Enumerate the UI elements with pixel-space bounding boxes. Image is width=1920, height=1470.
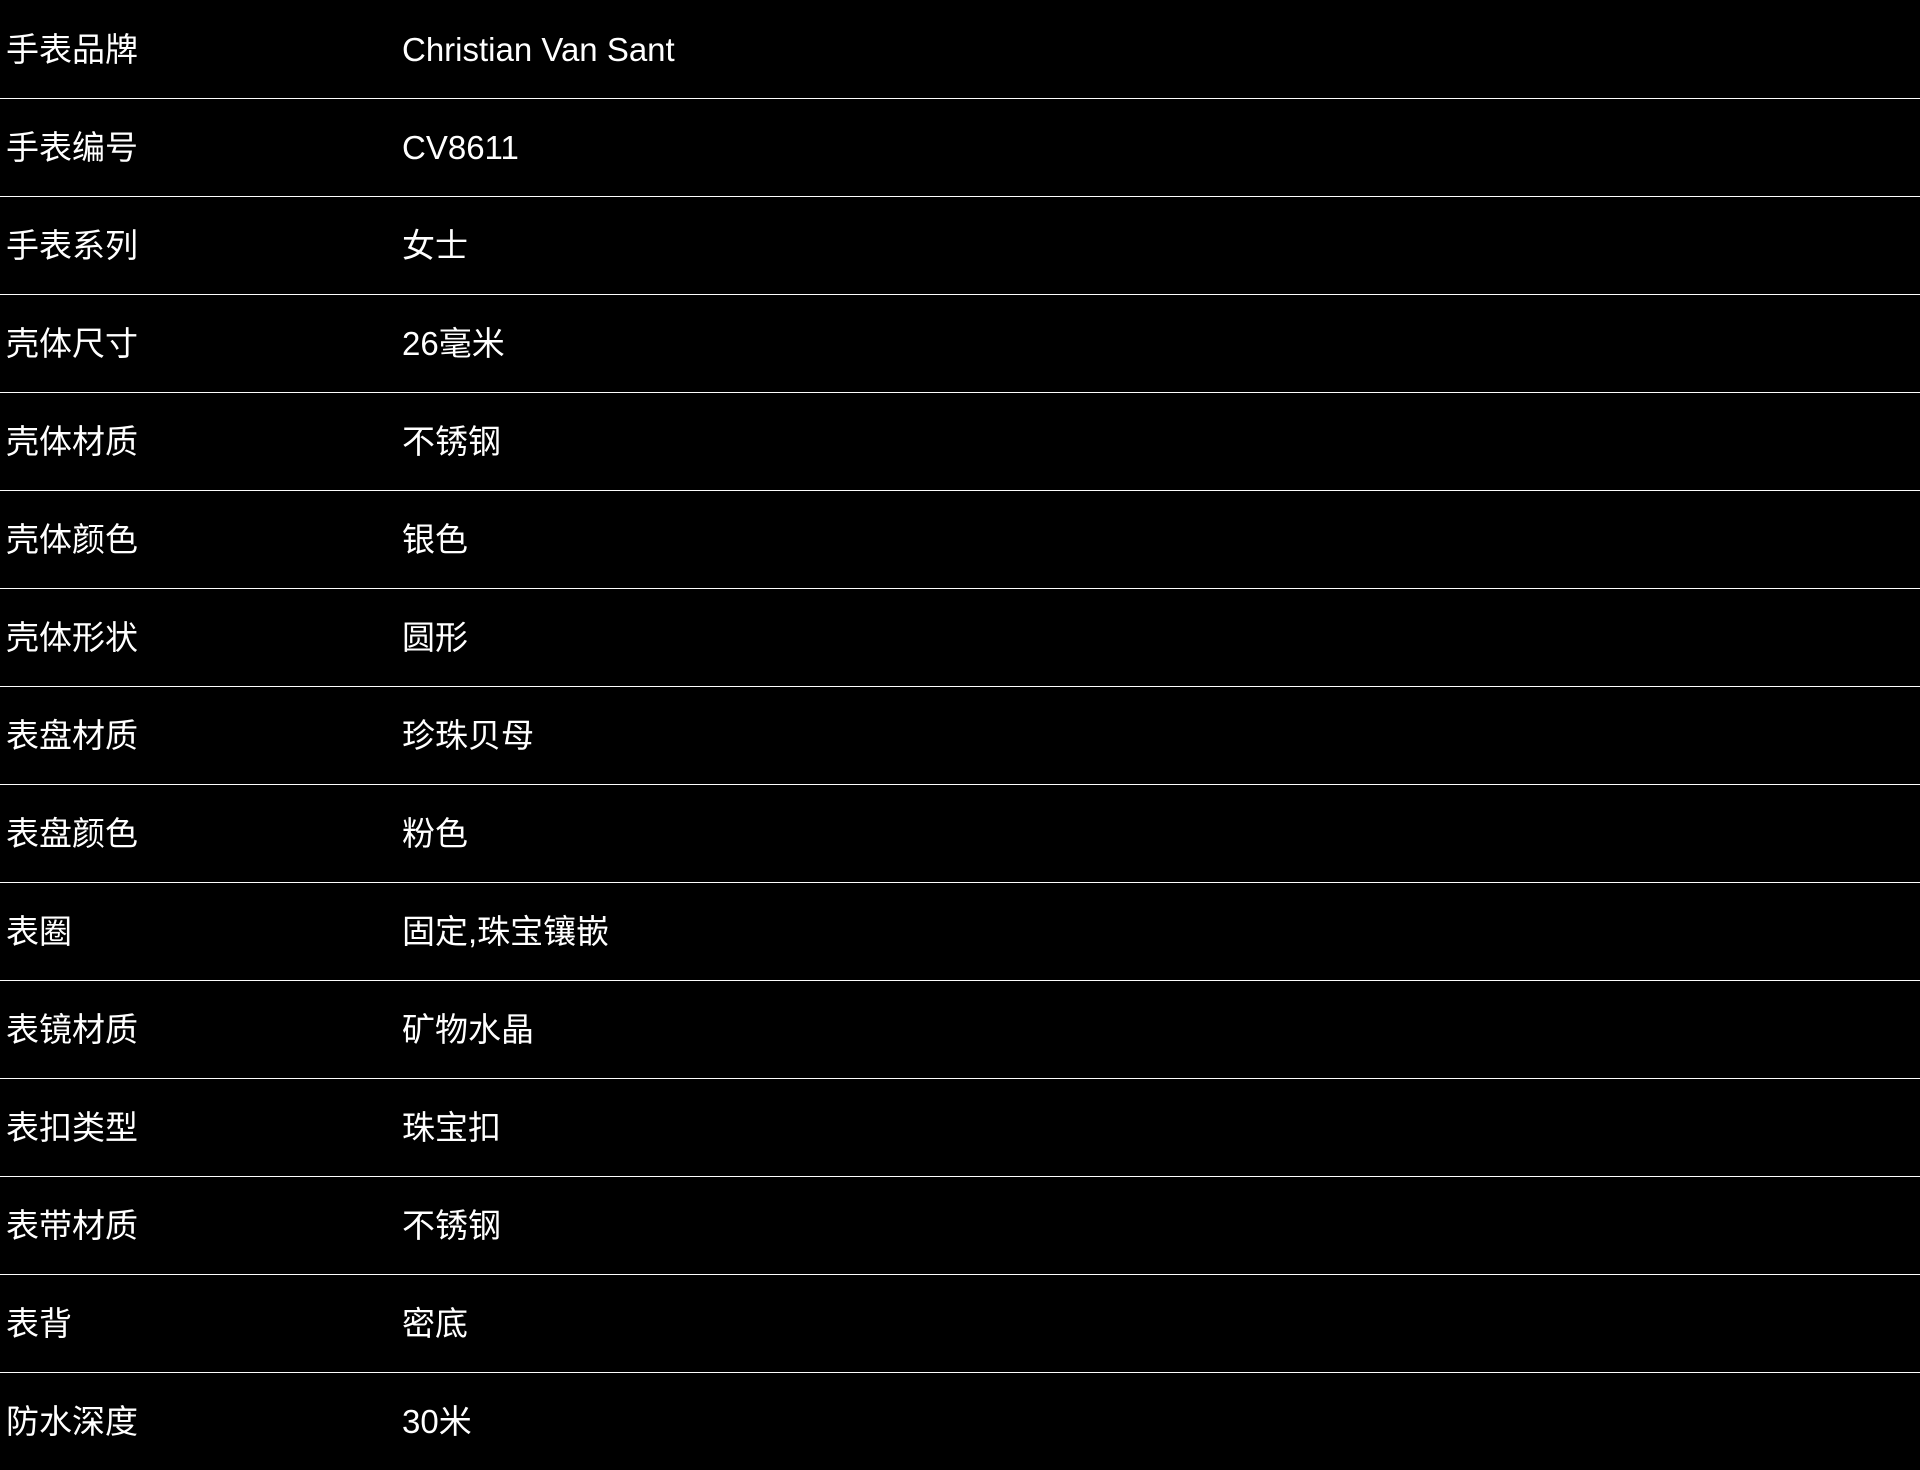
spec-label: 壳体尺寸 — [6, 325, 138, 362]
spec-row-crystal-material: 表镜材质 矿物水晶 — [0, 980, 1920, 1078]
spec-value: 珍珠贝母 — [402, 717, 534, 754]
spec-label: 表扣类型 — [6, 1109, 138, 1146]
spec-value: 30米 — [402, 1403, 472, 1440]
spec-value: Christian Van Sant — [402, 30, 675, 68]
spec-value: CV8611 — [402, 129, 519, 166]
spec-row-model-number: 手表编号 CV8611 — [0, 98, 1920, 196]
spec-label: 手表编号 — [6, 129, 138, 166]
spec-row-dial-material: 表盘材质 珍珠贝母 — [0, 686, 1920, 784]
spec-label: 表镜材质 — [6, 1011, 138, 1048]
spec-row-clasp-type: 表扣类型 珠宝扣 — [0, 1078, 1920, 1176]
spec-value: 密底 — [402, 1305, 468, 1342]
spec-value: 珠宝扣 — [402, 1109, 501, 1146]
spec-row-case-size: 壳体尺寸 26毫米 — [0, 294, 1920, 392]
spec-row-bezel: 表圈 固定,珠宝镶嵌 — [0, 882, 1920, 980]
spec-value: 26毫米 — [402, 325, 505, 362]
spec-label: 表盘颜色 — [6, 815, 138, 852]
spec-label: 表盘材质 — [6, 717, 138, 754]
spec-row-case-color: 壳体颜色 银色 — [0, 490, 1920, 588]
spec-value: 银色 — [402, 521, 468, 558]
spec-label: 表背 — [6, 1305, 72, 1342]
spec-label: 壳体形状 — [6, 619, 138, 656]
spec-row-dial-color: 表盘颜色 粉色 — [0, 784, 1920, 882]
spec-label: 防水深度 — [6, 1403, 138, 1440]
spec-row-series: 手表系列 女士 — [0, 196, 1920, 294]
spec-value: 圆形 — [402, 619, 468, 656]
spec-value: 粉色 — [402, 815, 468, 852]
spec-label: 手表系列 — [6, 227, 138, 264]
spec-value: 不锈钢 — [402, 1207, 501, 1244]
spec-value: 矿物水晶 — [402, 1011, 534, 1048]
spec-row-band-material: 表带材质 不锈钢 — [0, 1176, 1920, 1274]
spec-row-case-material: 壳体材质 不锈钢 — [0, 392, 1920, 490]
spec-label: 表圈 — [6, 913, 72, 950]
spec-label: 表带材质 — [6, 1207, 138, 1244]
spec-value: 固定,珠宝镶嵌 — [402, 913, 610, 950]
spec-label: 壳体颜色 — [6, 521, 138, 558]
spec-row-water-resistance: 防水深度 30米 — [0, 1372, 1920, 1470]
spec-value: 女士 — [402, 227, 468, 264]
spec-value: 不锈钢 — [402, 423, 501, 460]
spec-row-brand: 手表品牌 Christian Van Sant — [0, 0, 1920, 98]
spec-row-case-shape: 壳体形状 圆形 — [0, 588, 1920, 686]
spec-label: 手表品牌 — [6, 30, 138, 68]
spec-label: 壳体材质 — [6, 423, 138, 460]
spec-row-case-back: 表背 密底 — [0, 1274, 1920, 1372]
